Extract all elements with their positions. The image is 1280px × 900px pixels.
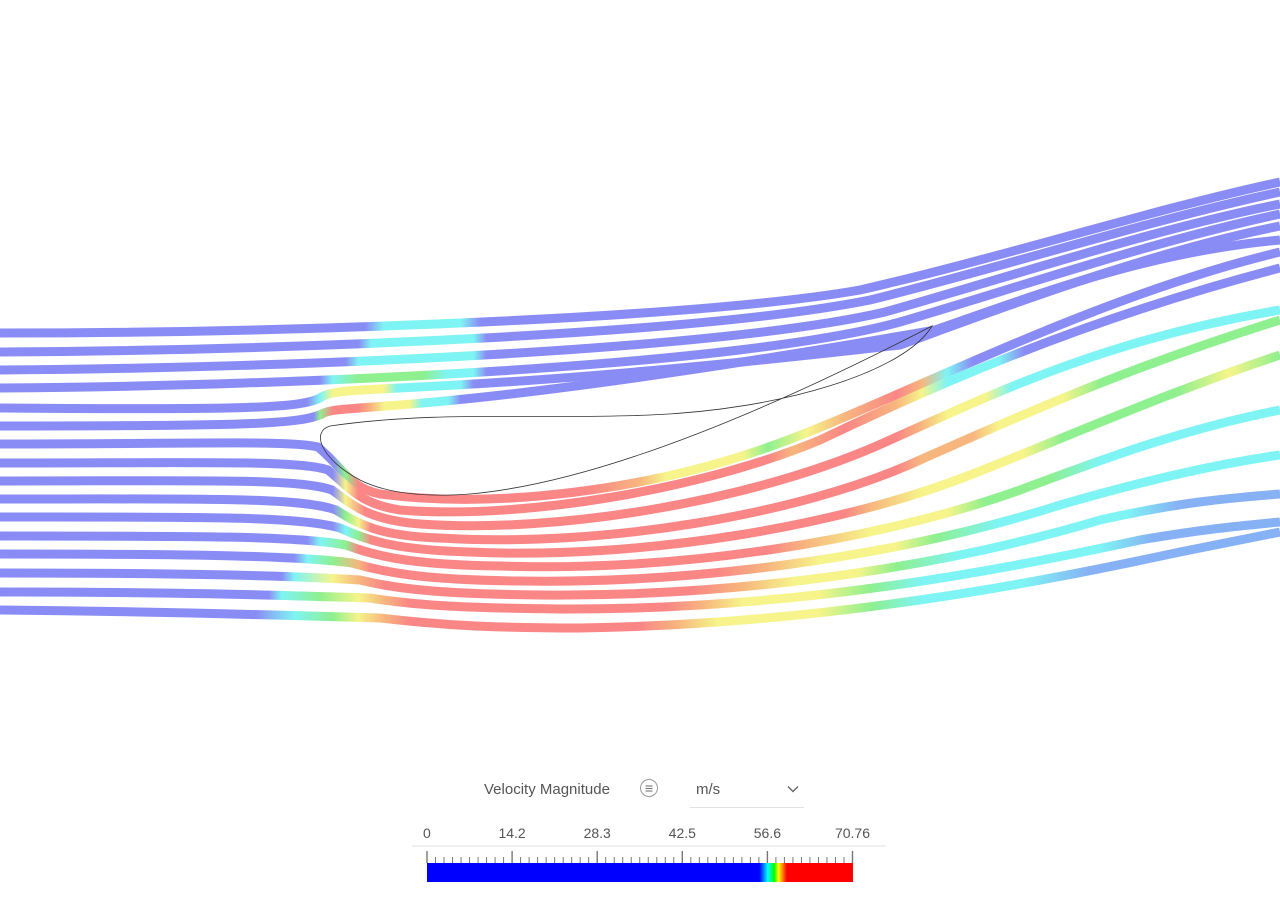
unit-select[interactable]: m/s <box>690 772 804 808</box>
tick-label: 0 <box>423 825 431 841</box>
streamline <box>0 177 1280 338</box>
streamline <box>0 199 1280 375</box>
color-legend: Velocity Magnitude m/s 0 14.2 28.3 42.5 56.6… <box>410 772 890 892</box>
tick-label: 28.3 <box>584 825 611 841</box>
streamline <box>0 527 1280 633</box>
color-scale: 0 14.2 28.3 42.5 56.6 70.76 <box>412 825 886 882</box>
tick-label: 42.5 <box>669 825 696 841</box>
streamline <box>0 450 1280 586</box>
streamline <box>0 305 1280 531</box>
legend-title: Velocity Magnitude <box>484 781 610 798</box>
airfoil-outline <box>320 325 934 496</box>
streamline <box>0 315 1280 545</box>
streamline <box>0 247 1280 504</box>
streamlines-view[interactable] <box>0 0 1280 760</box>
streamline-group <box>0 177 1280 633</box>
unit-value: m/s <box>696 781 721 798</box>
streamline <box>0 209 1280 393</box>
tick-labels: 0 14.2 28.3 42.5 56.6 70.76 <box>423 825 870 841</box>
streamline <box>0 350 1280 558</box>
streamline <box>0 263 1280 517</box>
streamline <box>0 517 1280 614</box>
tick-label: 14.2 <box>498 825 525 841</box>
streamline <box>0 405 1280 572</box>
tick-label: 70.76 <box>835 825 870 841</box>
list-icon <box>645 784 653 792</box>
tick-label: 56.6 <box>754 825 781 841</box>
streamline <box>0 235 1280 431</box>
chevron-down-icon <box>787 786 799 793</box>
streamline <box>0 489 1280 600</box>
color-scale-bar <box>427 863 853 882</box>
tick-marks <box>426 851 854 863</box>
streamline <box>0 187 1280 357</box>
legend-settings-button[interactable] <box>640 779 658 797</box>
